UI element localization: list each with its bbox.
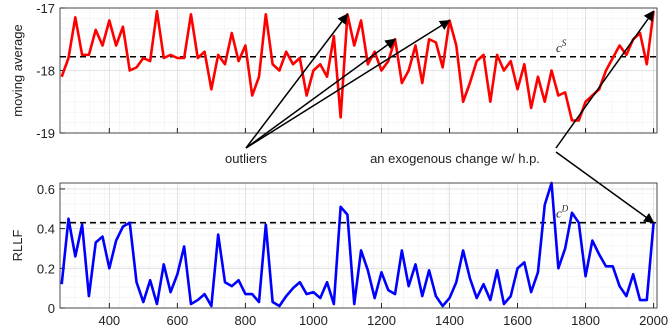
x-tick-label: 800 xyxy=(235,313,257,328)
y-tick-label: 0.6 xyxy=(37,182,55,197)
arrow xyxy=(245,13,349,149)
arrow xyxy=(245,19,451,149)
y-tick-label: 0 xyxy=(48,301,55,316)
x-tick-label: 2000 xyxy=(639,313,668,328)
annotation: outliers xyxy=(225,151,267,166)
y-axis-label: RLLF xyxy=(10,230,25,262)
axes-box xyxy=(59,7,658,134)
y-tick-label: -17 xyxy=(36,1,55,16)
y-tick-label: 0.2 xyxy=(37,261,55,276)
x-tick-label: 1600 xyxy=(503,313,532,328)
x-tick-label: 1400 xyxy=(435,313,464,328)
y-tick-label: -18 xyxy=(36,64,55,79)
x-tick-label: 400 xyxy=(98,313,120,328)
axes-box xyxy=(59,182,658,309)
y-tick-label: -19 xyxy=(36,126,55,141)
y-tick-label: 0.4 xyxy=(37,222,55,237)
threshold-label-base: c xyxy=(556,40,562,55)
threshold-label-base: c xyxy=(556,206,562,221)
arrow xyxy=(555,10,655,149)
threshold-label-sup: D xyxy=(561,204,569,214)
y-axis-label: moving average xyxy=(10,24,25,117)
x-tick-label: 1000 xyxy=(299,313,328,328)
threshold-label: cD xyxy=(556,204,569,221)
threshold-label-sup: S xyxy=(562,38,567,48)
x-tick-label: 1800 xyxy=(571,313,600,328)
data-line xyxy=(60,181,655,308)
x-tick-label: 600 xyxy=(167,313,189,328)
threshold-label: cS xyxy=(556,38,567,55)
annotation: an exogenous change w/ h.p. xyxy=(370,151,540,166)
arrow xyxy=(555,151,655,224)
arrow xyxy=(245,38,396,149)
x-tick-label: 1200 xyxy=(367,313,396,328)
data-line xyxy=(60,9,655,122)
